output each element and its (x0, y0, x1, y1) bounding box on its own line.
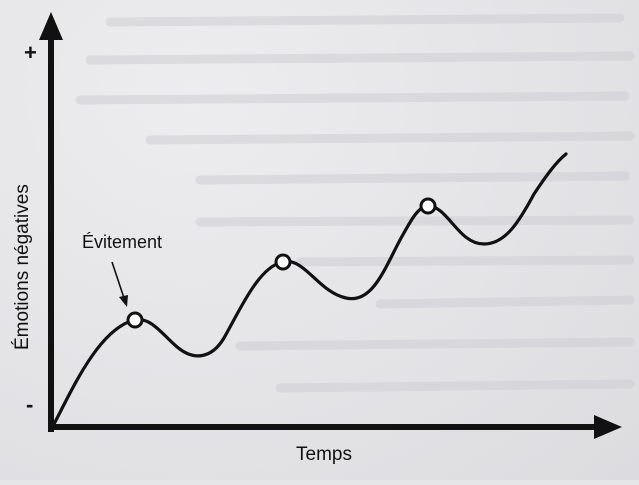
avoidance-marker-3 (419, 197, 437, 215)
x-axis-arrowhead (594, 415, 622, 439)
y-axis-arrowhead (39, 12, 63, 40)
avoidance-annotation-label: Évitement (82, 232, 162, 252)
annotation-pointer-arrowhead (119, 295, 128, 307)
avoidance-marker-1 (126, 311, 144, 329)
y-axis-plus-label: + (24, 40, 37, 65)
y-axis-title: Émotions négatives (12, 184, 33, 350)
y-axis-minus-label: - (26, 392, 33, 417)
x-axis-title: Temps (296, 444, 352, 465)
emotion-curve (52, 152, 568, 426)
avoidance-marker-2 (274, 253, 292, 271)
page-bleed-texture (75, 13, 635, 393)
annotation-pointer-line (111, 261, 125, 299)
